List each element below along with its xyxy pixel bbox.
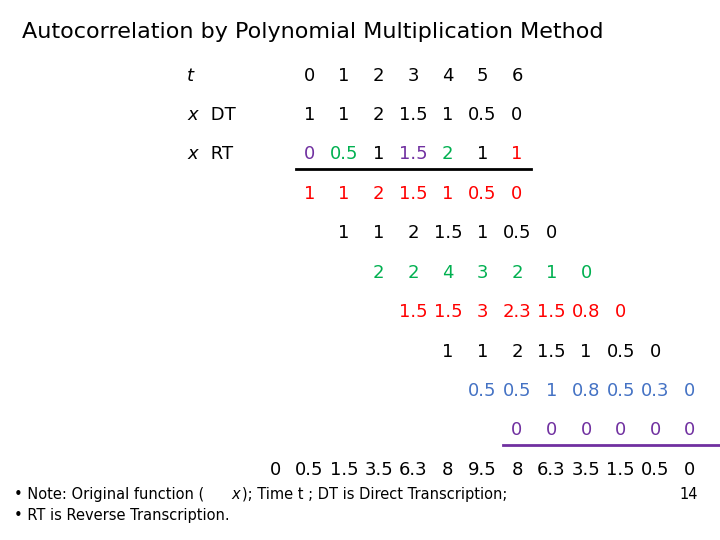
Text: 0.8: 0.8 <box>572 382 600 400</box>
Text: 9.5: 9.5 <box>468 461 497 479</box>
Text: 1: 1 <box>373 145 384 164</box>
Text: 2: 2 <box>408 224 419 242</box>
Text: 1: 1 <box>338 185 350 203</box>
Text: 1: 1 <box>338 106 350 124</box>
Text: 0: 0 <box>719 421 720 440</box>
Text: 1: 1 <box>477 224 488 242</box>
Text: ); Time t ; DT is Direct Transcription;: ); Time t ; DT is Direct Transcription; <box>242 487 508 502</box>
Text: 3.5: 3.5 <box>364 461 393 479</box>
Text: • Note: Original function (: • Note: Original function ( <box>14 487 210 502</box>
Text: 4: 4 <box>442 66 454 85</box>
Text: x: x <box>231 487 240 502</box>
Text: Autocorrelation by Polynomial Multiplication Method: Autocorrelation by Polynomial Multiplica… <box>22 22 603 42</box>
Text: 0.5: 0.5 <box>295 461 324 479</box>
Text: 0.3: 0.3 <box>641 382 670 400</box>
Text: • RT is Reverse Transcription.: • RT is Reverse Transcription. <box>14 508 230 523</box>
Text: 2: 2 <box>408 264 419 282</box>
Text: 2: 2 <box>373 106 384 124</box>
Text: 2: 2 <box>511 264 523 282</box>
Text: 1: 1 <box>477 145 488 164</box>
Text: 0: 0 <box>511 106 523 124</box>
Text: 0: 0 <box>649 342 661 361</box>
Text: 0: 0 <box>304 145 315 164</box>
Text: 0: 0 <box>269 461 281 479</box>
Text: 2: 2 <box>511 342 523 361</box>
Text: 0.5: 0.5 <box>641 461 670 479</box>
Text: 1: 1 <box>442 185 454 203</box>
Text: 2: 2 <box>442 145 454 164</box>
Text: 0.5: 0.5 <box>503 382 531 400</box>
Text: 14: 14 <box>680 487 698 502</box>
Text: 0: 0 <box>615 303 626 321</box>
Text: 0.5: 0.5 <box>503 224 531 242</box>
Text: 8: 8 <box>442 461 454 479</box>
Text: 0: 0 <box>546 224 557 242</box>
Text: 1: 1 <box>338 66 350 85</box>
Text: 1.5: 1.5 <box>399 106 428 124</box>
Text: 0: 0 <box>546 421 557 440</box>
Text: 8: 8 <box>511 461 523 479</box>
Text: 1: 1 <box>580 342 592 361</box>
Text: 0: 0 <box>649 421 661 440</box>
Text: 6: 6 <box>511 66 523 85</box>
Text: 3: 3 <box>477 264 488 282</box>
Text: 0: 0 <box>511 185 523 203</box>
Text: 6.3: 6.3 <box>537 461 566 479</box>
Text: 0: 0 <box>580 264 592 282</box>
Text: 0.5: 0.5 <box>606 342 635 361</box>
Text: 4: 4 <box>442 264 454 282</box>
Text: 0: 0 <box>511 421 523 440</box>
Text: 0: 0 <box>684 421 696 440</box>
Text: 0: 0 <box>684 382 696 400</box>
Text: 2: 2 <box>373 66 384 85</box>
Text: 0.5: 0.5 <box>468 106 497 124</box>
Text: 0: 0 <box>304 66 315 85</box>
Text: 1: 1 <box>546 264 557 282</box>
Text: 0.8: 0.8 <box>572 303 600 321</box>
Text: 0.5: 0.5 <box>468 185 497 203</box>
Text: 0.5: 0.5 <box>606 382 635 400</box>
Text: 1: 1 <box>442 106 454 124</box>
Text: 3: 3 <box>408 66 419 85</box>
Text: 0: 0 <box>580 421 592 440</box>
Text: 1: 1 <box>511 145 523 164</box>
Text: 0: 0 <box>615 421 626 440</box>
Text: 1: 1 <box>304 185 315 203</box>
Text: 1.5: 1.5 <box>399 145 428 164</box>
Text: 1: 1 <box>373 224 384 242</box>
Text: 0.5: 0.5 <box>468 382 497 400</box>
Text: 1: 1 <box>477 342 488 361</box>
Text: RT: RT <box>205 145 233 164</box>
Text: 1.5: 1.5 <box>537 303 566 321</box>
Text: 1.5: 1.5 <box>399 303 428 321</box>
Text: 2: 2 <box>373 185 384 203</box>
Text: DT: DT <box>205 106 236 124</box>
Text: 6.3: 6.3 <box>399 461 428 479</box>
Text: 2: 2 <box>373 264 384 282</box>
Text: 1.5: 1.5 <box>606 461 635 479</box>
Text: 1.5: 1.5 <box>330 461 359 479</box>
Text: x: x <box>187 106 198 124</box>
Text: 1: 1 <box>546 382 557 400</box>
Text: 3.5: 3.5 <box>572 461 600 479</box>
Text: 1: 1 <box>442 342 454 361</box>
Text: 1: 1 <box>304 106 315 124</box>
Text: 1.5: 1.5 <box>433 303 462 321</box>
Text: 1.5: 1.5 <box>399 185 428 203</box>
Text: 0.5: 0.5 <box>330 145 359 164</box>
Text: 1.5: 1.5 <box>433 224 462 242</box>
Text: t: t <box>187 66 194 85</box>
Text: 1: 1 <box>338 224 350 242</box>
Text: 5: 5 <box>477 66 488 85</box>
Text: 0: 0 <box>684 461 696 479</box>
Text: 1.5: 1.5 <box>537 342 566 361</box>
Text: 3: 3 <box>477 303 488 321</box>
Text: x: x <box>187 145 198 164</box>
Text: 2.3: 2.3 <box>503 303 531 321</box>
